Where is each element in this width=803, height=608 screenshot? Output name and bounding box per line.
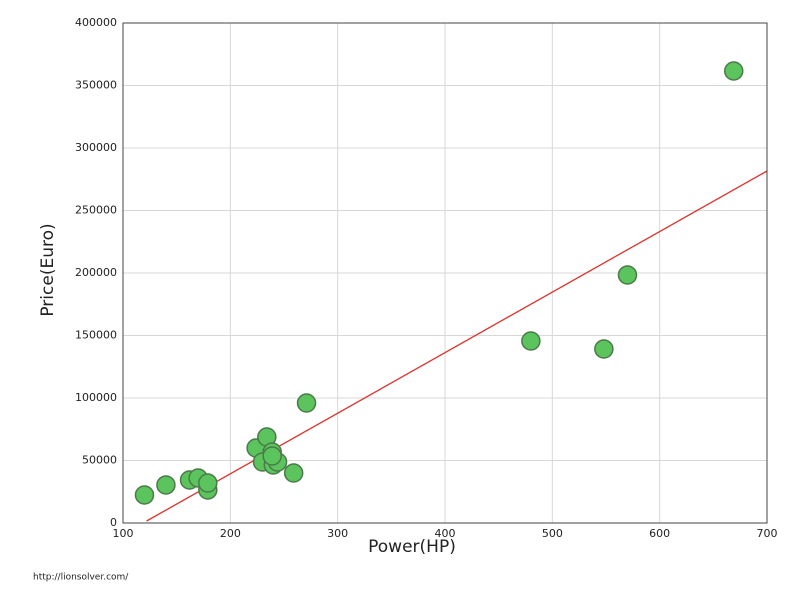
marks — [134, 61, 768, 522]
y-tick-label: 50000 — [82, 454, 117, 467]
x-tick-label: 200 — [220, 527, 241, 540]
x-tick-label: 600 — [649, 527, 670, 540]
footer-link: http://lionsolver.com/ — [33, 573, 129, 583]
data-point — [617, 265, 638, 285]
y-tick-label: 100000 — [75, 391, 117, 404]
y-tick-label: 400000 — [75, 16, 117, 29]
data-point — [134, 485, 155, 505]
y-axis-label: Price(Euro) — [38, 223, 58, 316]
x-tick-label: 400 — [435, 527, 456, 540]
trend-line — [146, 170, 768, 522]
data-point — [156, 475, 176, 495]
data-point — [296, 393, 317, 413]
x-tick-label: 100 — [113, 527, 134, 540]
data-point — [594, 339, 614, 359]
plot-frame — [122, 22, 768, 524]
y-tick-label: 350000 — [75, 79, 117, 92]
data-point — [262, 446, 282, 466]
y-tick-label: 0 — [110, 516, 117, 529]
x-axis-label: Power(HP) — [368, 537, 456, 557]
x-tick-label: 700 — [757, 527, 778, 540]
data-point — [521, 331, 541, 351]
y-tick-label: 300000 — [75, 141, 117, 154]
data-point — [283, 463, 304, 483]
y-tick-label: 200000 — [75, 266, 117, 279]
x-tick-label: 300 — [327, 527, 348, 540]
grid — [122, 22, 768, 524]
data-point — [198, 473, 218, 493]
x-tick-label: 500 — [542, 527, 563, 540]
data-point — [723, 61, 744, 81]
y-tick-label: 150000 — [75, 329, 117, 342]
y-tick-label: 250000 — [75, 204, 117, 217]
